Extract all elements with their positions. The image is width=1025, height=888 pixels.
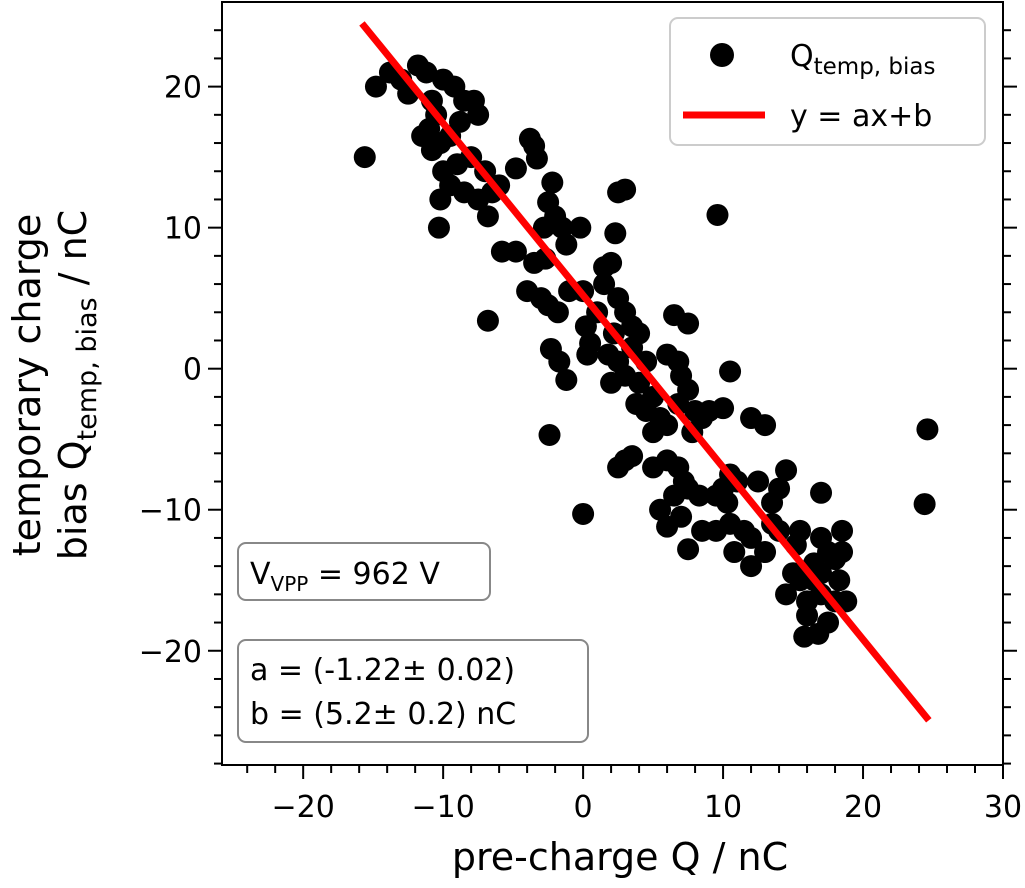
point — [476, 205, 499, 228]
annotation: b = (5.2± 0.2) nC — [250, 697, 516, 732]
legend-label: y = ax+b — [790, 99, 932, 134]
point — [593, 273, 616, 296]
point — [364, 75, 387, 98]
point — [576, 343, 599, 366]
point — [604, 222, 627, 245]
x-tick-label: −20 — [272, 790, 335, 825]
point — [810, 481, 833, 504]
point — [810, 526, 833, 549]
point — [691, 519, 714, 542]
plot-area — [353, 21, 939, 723]
point — [677, 312, 700, 335]
y-tick-label: 20 — [164, 71, 202, 106]
point — [747, 470, 770, 493]
annotation-part: V — [250, 557, 271, 592]
point — [716, 491, 739, 514]
point — [740, 526, 763, 549]
point — [353, 146, 376, 169]
point — [541, 171, 564, 194]
point — [600, 371, 623, 394]
point — [467, 103, 490, 126]
legend-label-part: Q — [790, 39, 814, 74]
point — [448, 110, 471, 133]
point — [420, 139, 443, 162]
point — [656, 515, 679, 538]
point — [621, 445, 644, 468]
annotation-box — [237, 542, 491, 601]
point — [614, 178, 637, 201]
y-label-line: temporary charge — [5, 214, 49, 556]
point — [831, 541, 854, 564]
point — [831, 519, 854, 542]
point — [427, 216, 450, 239]
annotation-sub: VPP — [271, 572, 309, 596]
point — [796, 604, 819, 627]
point — [555, 233, 578, 256]
point — [677, 538, 700, 561]
point — [663, 484, 686, 507]
point — [793, 625, 816, 648]
point — [740, 555, 763, 578]
point — [532, 216, 555, 239]
point — [719, 360, 742, 383]
point — [706, 203, 729, 226]
point — [569, 216, 592, 239]
legend-label-sub: temp, bias — [814, 54, 936, 80]
point — [572, 502, 595, 525]
plot-frame — [221, 1, 1004, 766]
point — [754, 541, 777, 564]
x-tick-label: 0 — [574, 790, 593, 825]
annotation-part: = 962 V — [308, 557, 440, 592]
x-tick-label: −10 — [411, 790, 474, 825]
point — [828, 569, 851, 592]
fit-line — [359, 21, 932, 723]
point — [723, 541, 746, 564]
annotation-box — [237, 639, 589, 743]
annotation: a = (-1.22± 0.02) — [250, 653, 515, 688]
x-tick-label: 20 — [844, 790, 882, 825]
y-tick-label: −20 — [139, 635, 202, 670]
point — [538, 423, 561, 446]
point — [754, 414, 777, 437]
legend-label-part: y = ax+b — [790, 99, 932, 134]
point — [504, 240, 527, 263]
point — [775, 459, 798, 482]
y-label-part: / nC — [51, 210, 95, 298]
point — [656, 414, 679, 437]
y-tick-label: 10 — [164, 212, 202, 247]
y-axis-label: temporary charge bias Qtemp, bias / nC — [5, 210, 103, 560]
point — [712, 397, 735, 420]
x-tick-label: 30 — [984, 790, 1022, 825]
point — [775, 583, 798, 606]
legend-label: Qtemp, bias — [790, 39, 936, 80]
point — [688, 484, 711, 507]
point — [555, 368, 578, 391]
point — [913, 493, 936, 516]
x-axis-label: pre-charge Q / nC — [452, 835, 788, 879]
point — [817, 611, 840, 634]
point — [649, 498, 672, 521]
point — [916, 418, 939, 441]
y-tick-label: −10 — [139, 494, 202, 529]
point — [593, 256, 616, 279]
point — [415, 61, 438, 84]
y-tick-label: 0 — [183, 353, 202, 388]
annotation: VVPP = 962 V — [250, 557, 440, 596]
x-tick-label: 10 — [704, 790, 742, 825]
point — [628, 371, 651, 394]
point — [476, 309, 499, 332]
point — [525, 147, 548, 170]
legend-marker — [710, 43, 734, 67]
point — [768, 477, 791, 500]
point — [548, 350, 571, 373]
y-label-part: bias Q — [51, 440, 95, 560]
point — [504, 157, 527, 180]
y-label-line: bias Qtemp, bias / nC — [51, 210, 103, 560]
point — [546, 301, 569, 324]
y-label-sub: temp, bias — [72, 297, 103, 440]
point — [551, 216, 574, 239]
